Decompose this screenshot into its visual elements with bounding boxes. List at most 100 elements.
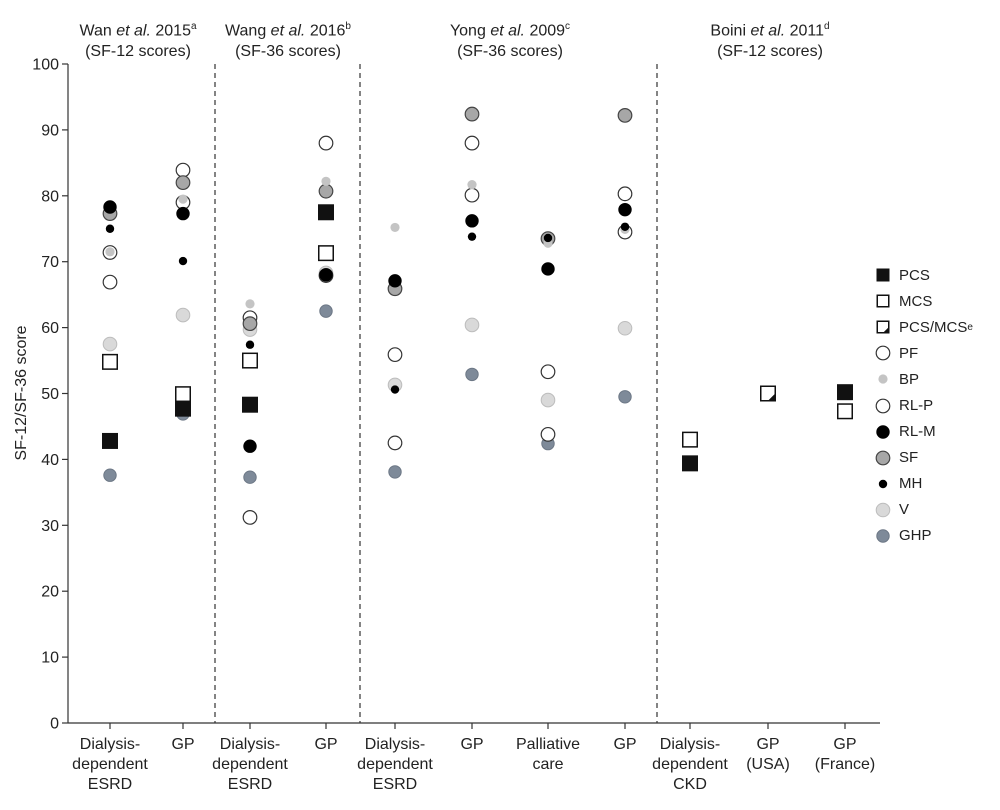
- y-tick-label: 60: [41, 320, 59, 337]
- marker-pf: [318, 135, 334, 151]
- legend-item: V: [874, 497, 973, 523]
- legend-symbol: [878, 479, 888, 488]
- marker-pf: [464, 135, 480, 151]
- marker-mh: [390, 385, 400, 394]
- marker-v: [540, 392, 556, 408]
- marker-rlm: [388, 274, 402, 288]
- x-tick-label: Dialysis-dependent ESRD: [357, 736, 433, 793]
- marker-ghp: [388, 465, 402, 479]
- legend-item: PCS: [874, 262, 973, 288]
- marker-pf: [617, 186, 633, 202]
- marker-ghp: [243, 470, 257, 484]
- x-tick-label: GP: [314, 736, 338, 753]
- legend-symbol: [876, 268, 890, 282]
- marker-mcs: [682, 431, 698, 448]
- marker-ghp: [103, 468, 117, 482]
- marker-rlm: [243, 439, 257, 453]
- y-tick-label: 40: [41, 452, 59, 469]
- marker-ghp: [618, 390, 632, 404]
- marker-mcs: [175, 386, 191, 403]
- legend-marker: [878, 479, 888, 488]
- marker-v: [102, 336, 118, 352]
- marker-rlp: [387, 435, 403, 451]
- marker-bp: [390, 222, 400, 233]
- y-tick-label: 80: [41, 188, 59, 205]
- marker-mh: [467, 232, 477, 241]
- legend-symbol: [878, 374, 888, 385]
- x-tick-label: Dialysis-dependent CKD: [652, 736, 728, 793]
- marker-pcs: [175, 400, 191, 417]
- marker-rlm: [541, 262, 555, 276]
- marker-ghp: [319, 304, 333, 318]
- y-tick-label: 0: [50, 716, 59, 733]
- marker-pf: [387, 347, 403, 363]
- marker-mh: [105, 224, 115, 233]
- marker-pcs: [102, 432, 118, 449]
- x-tick-label: Palliative care: [515, 736, 581, 773]
- legend-marker: [876, 529, 890, 543]
- marker-mh: [543, 233, 553, 243]
- marker-mcs: [242, 352, 258, 369]
- marker-box: [876, 320, 890, 334]
- marker-rlm: [618, 202, 632, 217]
- marker-pf: [540, 364, 556, 380]
- x-tick-label: GP (USA): [746, 736, 790, 773]
- legend-item: BP: [874, 366, 973, 392]
- marker-rlp: [242, 509, 258, 525]
- marker-fill: [882, 326, 890, 334]
- legend-label: V: [899, 501, 910, 519]
- legend-item: SF: [874, 445, 973, 471]
- marker-fill: [760, 394, 762, 402]
- legend-marker: [878, 374, 888, 385]
- legend-item: MH: [874, 471, 973, 497]
- legend-symbol: [876, 424, 890, 439]
- legend-label: PF: [899, 344, 919, 362]
- legend-label: PCS/MCS: [899, 318, 968, 336]
- study-title-wan: Wan et al. 2015a (SF-12 scores): [79, 21, 197, 61]
- marker-pcs: [837, 384, 853, 401]
- marker-mh: [321, 269, 331, 278]
- marker-v: [464, 317, 480, 333]
- marker-mcs: [102, 353, 118, 370]
- marker-mh: [245, 340, 255, 349]
- marker-mcs: [837, 403, 853, 420]
- marker-mh: [178, 256, 188, 266]
- marker-pcsmcs: [760, 385, 776, 402]
- marker-sf: [617, 108, 633, 123]
- marker-rlm: [103, 200, 117, 214]
- y-tick-label: 10: [41, 650, 59, 667]
- x-tick-label: Dialysis-dependent ESRD: [212, 736, 288, 793]
- legend-label: PCS: [899, 266, 930, 284]
- legend-symbol: [875, 345, 891, 361]
- legend-item: RL-M: [874, 419, 973, 445]
- legend-item: MCS: [874, 288, 973, 314]
- legend-marker: [876, 294, 890, 308]
- marker-pcs: [318, 204, 334, 221]
- marker-sf: [242, 316, 258, 332]
- legend-marker: [875, 502, 891, 518]
- x-tick-label: GP: [171, 736, 195, 753]
- y-axis-title: SF-12/SF-36 score: [13, 325, 30, 461]
- marker-mh: [620, 222, 630, 231]
- marker-bp: [245, 299, 255, 309]
- legend-symbol: [876, 529, 890, 543]
- marker-sf: [464, 106, 480, 122]
- y-tick-label: 20: [41, 584, 59, 601]
- x-tick-label: GP: [613, 736, 637, 753]
- marker-rlp: [464, 187, 480, 203]
- marker-ghp: [465, 367, 479, 382]
- marker-rlm: [465, 214, 479, 228]
- marker-v: [175, 307, 191, 323]
- marker-pcs: [682, 455, 698, 472]
- marker-fill: [767, 392, 776, 402]
- marker-rlm: [176, 206, 190, 221]
- legend-label: BP: [899, 370, 920, 388]
- legend-marker: [876, 320, 890, 334]
- marker-rlp: [540, 426, 556, 442]
- marker-bp: [178, 194, 188, 204]
- x-tick-label: Dialysis-dependent ESRD: [72, 736, 148, 793]
- marker-sf: [175, 175, 191, 191]
- marker-v: [617, 320, 633, 336]
- legend-label: MCS: [899, 292, 933, 310]
